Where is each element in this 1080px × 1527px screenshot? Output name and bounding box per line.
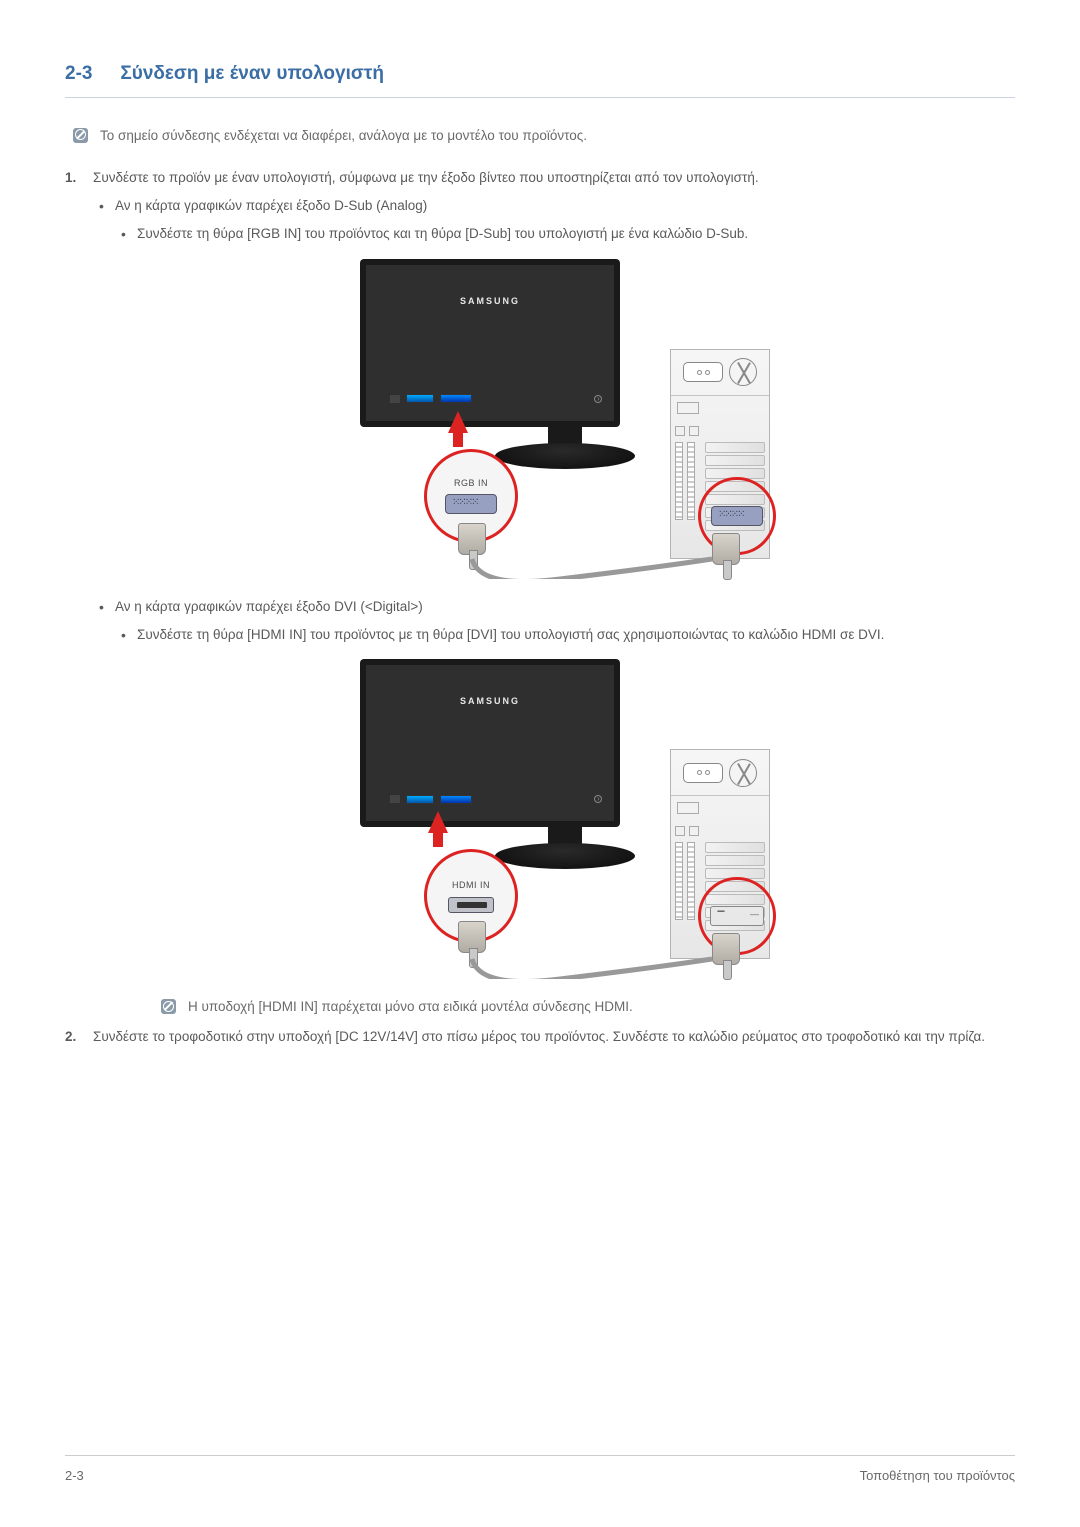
step-1a-sub-text: Συνδέστε τη θύρα [RGB IN] του προϊόντος … xyxy=(137,226,748,241)
monitor-logo: SAMSUNG xyxy=(360,295,620,309)
cable-plug-icon xyxy=(712,933,740,965)
section-number: 2-3 xyxy=(65,63,92,84)
arrow-stem-icon xyxy=(453,431,463,447)
step-1-text: Συνδέστε το προϊόν με έναν υπολογιστή, σ… xyxy=(93,170,759,185)
step-2-text: Συνδέστε το τροφοδοτικό στην υποδοχή [DC… xyxy=(93,1029,985,1044)
port-hdmi-icon xyxy=(406,394,434,403)
monitor-logo: SAMSUNG xyxy=(360,695,620,709)
footer-right: Τοποθέτηση του προϊόντος xyxy=(860,1466,1015,1486)
pc-slot-icon xyxy=(689,826,699,836)
pc-card-icon xyxy=(705,855,765,866)
pc-card-icon xyxy=(705,442,765,453)
cable-plug-icon xyxy=(458,523,486,555)
step-1b-sub-text: Συνδέστε τη θύρα [HDMI IN] του προϊόντος… xyxy=(137,627,884,642)
section-header: 2-3 Σύνδεση με έναν υπολογιστή xyxy=(65,60,1015,98)
pc-fan-icon xyxy=(729,759,757,787)
step-1a-sublist: Συνδέστε τη θύρα [RGB IN] του προϊόντος … xyxy=(115,224,1015,244)
monitor-ports xyxy=(390,793,510,805)
pc-vent-icon xyxy=(687,842,695,920)
port-rgb-icon xyxy=(440,795,472,804)
step-1b-sublist: Συνδέστε τη θύρα [HDMI IN] του προϊόντος… xyxy=(115,625,1015,645)
port-rgb-icon xyxy=(440,394,472,403)
step-1-sublist: Αν η κάρτα γραφικών παρέχει έξοδο D-Sub … xyxy=(93,196,1015,1017)
pc-card-icon xyxy=(705,455,765,466)
pc-slot-row xyxy=(675,426,765,436)
pc-io-row xyxy=(671,796,769,820)
arrow-stem-icon xyxy=(433,831,443,847)
pc-port-icon xyxy=(677,402,699,414)
dvi-connector-icon xyxy=(710,906,764,926)
cable-plug-icon xyxy=(458,921,486,953)
monitor-stand-base xyxy=(495,443,635,469)
cable-plug-icon xyxy=(712,533,740,565)
step-2: 2. Συνδέστε το τροφοδοτικό στην υποδοχή … xyxy=(65,1027,1015,1047)
monitor: SAMSUNG xyxy=(360,259,620,427)
monitor: SAMSUNG xyxy=(360,659,620,827)
pc-slot-icon xyxy=(675,426,685,436)
step-2-number: 2. xyxy=(65,1027,76,1047)
pc-slot-icon xyxy=(689,426,699,436)
pc-io-panel xyxy=(671,350,769,396)
vga-connector-icon xyxy=(711,506,763,526)
port-dc-icon xyxy=(390,795,400,803)
port-hdmi-icon xyxy=(406,795,434,804)
pc-io-icon xyxy=(683,763,723,783)
hdmi-note-text: Η υποδοχή [HDMI IN] παρέχεται μόνο στα ε… xyxy=(188,997,633,1017)
pc-vent-icon xyxy=(675,842,683,920)
pc-fan-icon xyxy=(729,358,757,386)
step-1b: Αν η κάρτα γραφικών παρέχει έξοδο DVI (<… xyxy=(93,597,1015,1018)
section-title: Σύνδεση με έναν υπολογιστή xyxy=(120,63,384,84)
port-dc-icon xyxy=(390,395,400,403)
pc-vent-icon xyxy=(675,442,683,520)
info-icon xyxy=(73,128,88,143)
hdmi-connector-icon xyxy=(448,897,494,913)
callout-rgb-label: RGB IN xyxy=(454,477,488,491)
info-icon xyxy=(161,999,176,1014)
footer-left: 2-3 xyxy=(65,1466,84,1486)
step-1a-text: Αν η κάρτα γραφικών παρέχει έξοδο D-Sub … xyxy=(115,198,427,213)
pc-io-row xyxy=(671,396,769,420)
pc-slot-icon xyxy=(675,826,685,836)
arrow-icon xyxy=(448,411,468,433)
steps-list: 1. Συνδέστε το προϊόν με έναν υπολογιστή… xyxy=(65,168,1015,1048)
step-1b-text: Αν η κάρτα γραφικών παρέχει έξοδο DVI (<… xyxy=(115,599,423,614)
diagram-hdmi: SAMSUNG HDMI IN xyxy=(360,659,770,979)
step-1a: Αν η κάρτα γραφικών παρέχει έξοδο D-Sub … xyxy=(93,196,1015,579)
top-note-text: Το σημείο σύνδεσης ενδέχεται να διαφέρει… xyxy=(100,126,587,146)
hdmi-note: Η υποδοχή [HDMI IN] παρέχεται μόνο στα ε… xyxy=(161,997,1015,1017)
vga-connector-icon xyxy=(445,494,497,514)
monitor-ports xyxy=(390,393,510,405)
top-note: Το σημείο σύνδεσης ενδέχεται να διαφέρει… xyxy=(73,126,1015,146)
arrow-icon xyxy=(428,811,448,833)
pc-vent-icon xyxy=(687,442,695,520)
power-icon xyxy=(594,395,602,403)
power-icon xyxy=(594,795,602,803)
pc-card-icon xyxy=(705,842,765,853)
pc-io-icon xyxy=(683,362,723,382)
step-1-number: 1. xyxy=(65,168,76,188)
monitor-stand-base xyxy=(495,843,635,869)
pc-slot-row xyxy=(675,826,765,836)
page-footer: 2-3 Τοποθέτηση του προϊόντος xyxy=(65,1455,1015,1486)
step-1b-sub: Συνδέστε τη θύρα [HDMI IN] του προϊόντος… xyxy=(115,625,1015,645)
callout-hdmi-label: HDMI IN xyxy=(452,879,490,893)
diagram-rgb: SAMSUNG RGB IN xyxy=(360,259,770,579)
pc-port-icon xyxy=(677,802,699,814)
step-1: 1. Συνδέστε το προϊόν με έναν υπολογιστή… xyxy=(65,168,1015,1018)
pc-io-panel xyxy=(671,750,769,796)
step-1a-sub: Συνδέστε τη θύρα [RGB IN] του προϊόντος … xyxy=(115,224,1015,244)
